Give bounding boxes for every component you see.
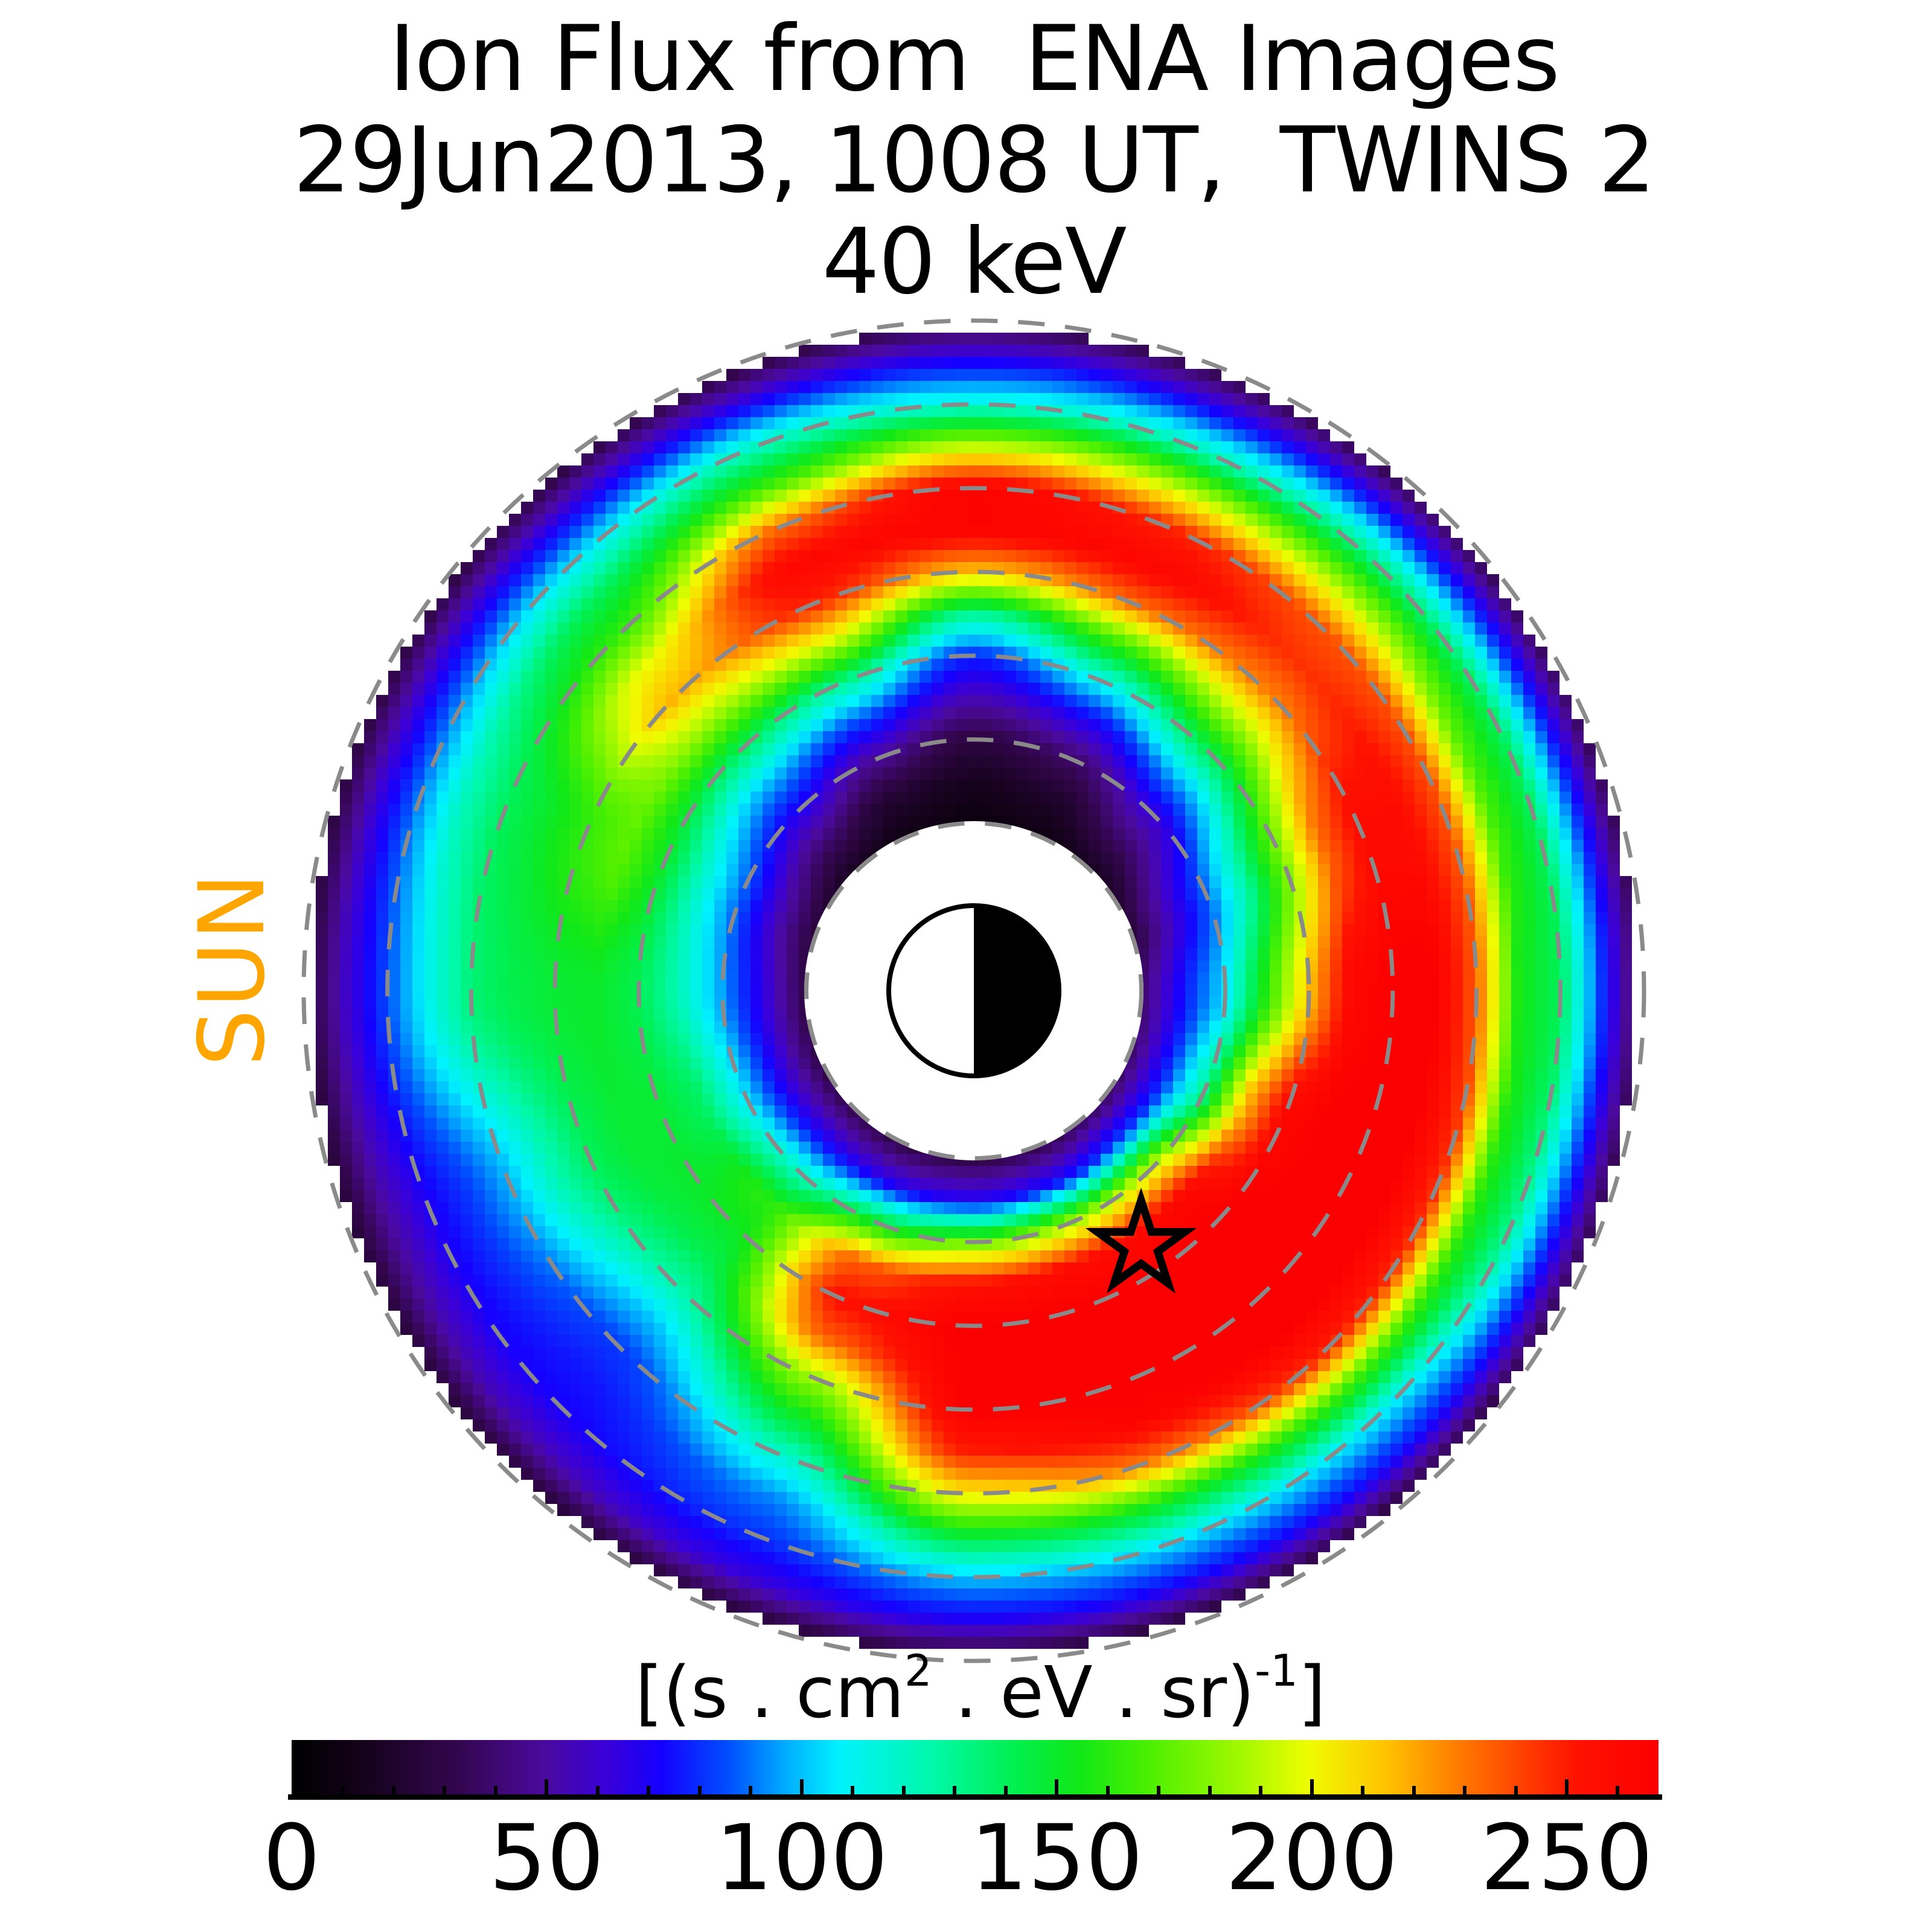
colorbar-minor-tick [595,1786,600,1794]
colorbar-minor-tick [647,1786,651,1794]
title-line-1: Ion Flux from ENA Images [389,7,1560,112]
colorbar-minor-tick [392,1786,395,1794]
unit-superscript-minus1: -1 [1255,1645,1298,1696]
title-line-2: 29Jun2013, 1008 UT, TWINS 2 [293,108,1656,213]
colorbar-minor-tick [1003,1786,1008,1794]
colorbar-axis-line [288,1794,1662,1800]
chart-title: Ion Flux from ENA Images 29Jun2013, 1008… [0,8,1932,313]
colorbar-major-tick [1564,1779,1569,1794]
colorbar-tick-label-150: 150 [970,1806,1144,1911]
colorbar-major-tick [799,1779,804,1794]
colorbar-minor-tick [1514,1786,1518,1794]
unit-prefix: [(s . cm [635,1651,904,1734]
colorbar-minor-tick [749,1786,753,1794]
colorbar-minor-tick [953,1786,957,1794]
colorbar-major-tick [545,1779,549,1794]
title-line-3: 40 keV [822,210,1127,315]
colorbar-minor-tick [1105,1786,1110,1794]
unit-superscript-2: 2 [904,1645,932,1696]
colorbar-minor-tick [1463,1786,1467,1794]
unit-suffix: ] [1297,1651,1326,1734]
colorbar-minor-tick [443,1786,447,1794]
colorbar-major-tick [1055,1779,1059,1794]
colorbar-minor-tick [1208,1786,1212,1794]
colorbar-minor-tick [1412,1786,1416,1794]
colorbar-minor-tick [1157,1786,1161,1794]
colorbar-major-tick [1310,1779,1314,1794]
colorbar-minor-tick [1361,1786,1364,1794]
colorbar-unit-label: [(s . cm2 . eV . sr)-1] [635,1645,1326,1734]
colorbar-major-tick [292,1779,295,1794]
unit-mid: . eV . sr) [932,1651,1255,1734]
colorbar-tick-label-0: 0 [263,1806,321,1911]
colorbar-tick-label-100: 100 [715,1806,888,1911]
colorbar-gradient [292,1740,1659,1794]
colorbar-tick-label-200: 200 [1225,1806,1398,1911]
colorbar-minor-tick [341,1786,345,1794]
colorbar-tick-label-50: 50 [488,1806,604,1911]
sun-direction-label: SUN [180,871,285,1067]
colorbar [292,1740,1659,1794]
colorbar-minor-tick [851,1786,855,1794]
colorbar-minor-tick [901,1786,906,1794]
colorbar-tick-label-250: 250 [1480,1806,1654,1911]
colorbar-minor-tick [1259,1786,1263,1794]
colorbar-minor-tick [1616,1786,1620,1794]
colorbar-minor-tick [493,1786,497,1794]
colorbar-minor-tick [697,1786,702,1794]
polar-flux-heatmap [292,309,1656,1673]
